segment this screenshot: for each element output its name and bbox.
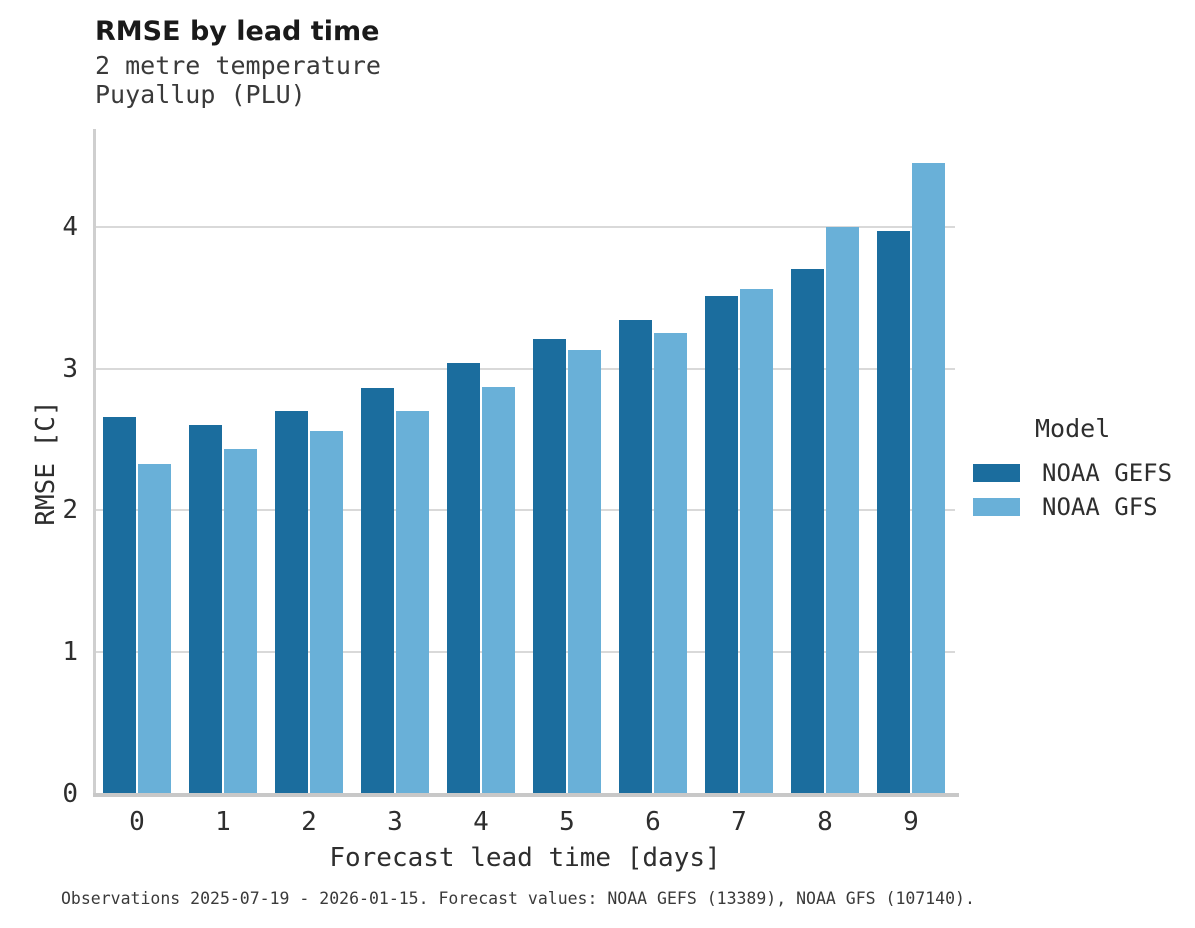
- legend-item-noaa-gefs: NOAA GEFS: [973, 456, 1188, 490]
- legend-item-noaa-gfs: NOAA GFS: [973, 490, 1188, 524]
- y-tick-label-4: 4: [62, 211, 78, 242]
- bar-noaa-gefs-day3: [361, 388, 394, 794]
- gridline-y3: [95, 367, 955, 370]
- x-tick-label-4: 4: [473, 807, 489, 837]
- x-tick-label-5: 5: [559, 807, 575, 837]
- gridline-y4: [95, 225, 955, 228]
- legend-label: NOAA GEFS: [1042, 459, 1173, 487]
- bar-noaa-gefs-day2: [275, 411, 308, 794]
- gridline-y1: [95, 651, 955, 654]
- x-tick-label-9: 9: [903, 807, 919, 837]
- x-tick-label-6: 6: [645, 807, 661, 837]
- x-axis-line: [93, 793, 959, 797]
- legend-label: NOAA GFS: [1042, 493, 1158, 521]
- plot-area: [95, 129, 955, 794]
- legend-items: NOAA GEFS NOAA GFS: [973, 456, 1188, 524]
- bar-noaa-gefs-day4: [447, 362, 480, 794]
- chart-subtitle-station: Puyallup (PLU): [95, 80, 306, 109]
- legend-swatch-icon: [973, 498, 1020, 516]
- legend-title: Model: [1035, 414, 1111, 443]
- chart-subtitle-variable: 2 metre temperature: [95, 51, 381, 80]
- legend: Model NOAA GEFS NOAA GFS: [973, 414, 1188, 524]
- y-tick-label-3: 3: [62, 353, 78, 384]
- bar-noaa-gfs-day1: [224, 449, 257, 794]
- bar-noaa-gfs-day2: [310, 431, 343, 794]
- bar-noaa-gfs-day8: [826, 226, 859, 794]
- bar-noaa-gefs-day0: [103, 416, 136, 794]
- bar-noaa-gfs-day4: [482, 387, 515, 794]
- bar-noaa-gfs-day7: [740, 289, 773, 794]
- page-title: RMSE by lead time: [95, 16, 380, 47]
- footer-caption: Observations 2025-07-19 - 2026-01-15. Fo…: [61, 889, 975, 908]
- bar-noaa-gefs-day9: [877, 231, 910, 794]
- legend-swatch-icon: [973, 464, 1020, 482]
- bar-noaa-gefs-day6: [619, 320, 652, 794]
- x-tick-label-0: 0: [129, 807, 145, 837]
- y-axis-title: RMSE [C]: [31, 400, 61, 526]
- bar-noaa-gfs-day5: [568, 350, 601, 794]
- y-axis-line: [93, 129, 96, 794]
- bar-noaa-gefs-day5: [533, 338, 566, 794]
- x-tick-label-1: 1: [215, 807, 231, 837]
- bar-noaa-gfs-day0: [138, 463, 171, 794]
- x-tick-label-3: 3: [387, 807, 403, 837]
- bar-noaa-gfs-day3: [396, 411, 429, 794]
- y-tick-label-0: 0: [62, 779, 78, 809]
- y-tick-label-1: 1: [62, 637, 78, 668]
- x-axis-title: Forecast lead time [days]: [329, 843, 721, 873]
- y-tick-label-2: 2: [62, 495, 78, 526]
- x-tick-label-8: 8: [817, 807, 833, 837]
- bar-noaa-gfs-day9: [912, 163, 945, 794]
- bar-noaa-gefs-day8: [791, 269, 824, 794]
- gridline-y2: [95, 509, 955, 512]
- x-tick-label-2: 2: [301, 807, 317, 837]
- x-tick-label-7: 7: [731, 807, 747, 837]
- bar-noaa-gfs-day6: [654, 333, 687, 794]
- bar-noaa-gefs-day1: [189, 425, 222, 794]
- bar-noaa-gefs-day7: [705, 296, 738, 794]
